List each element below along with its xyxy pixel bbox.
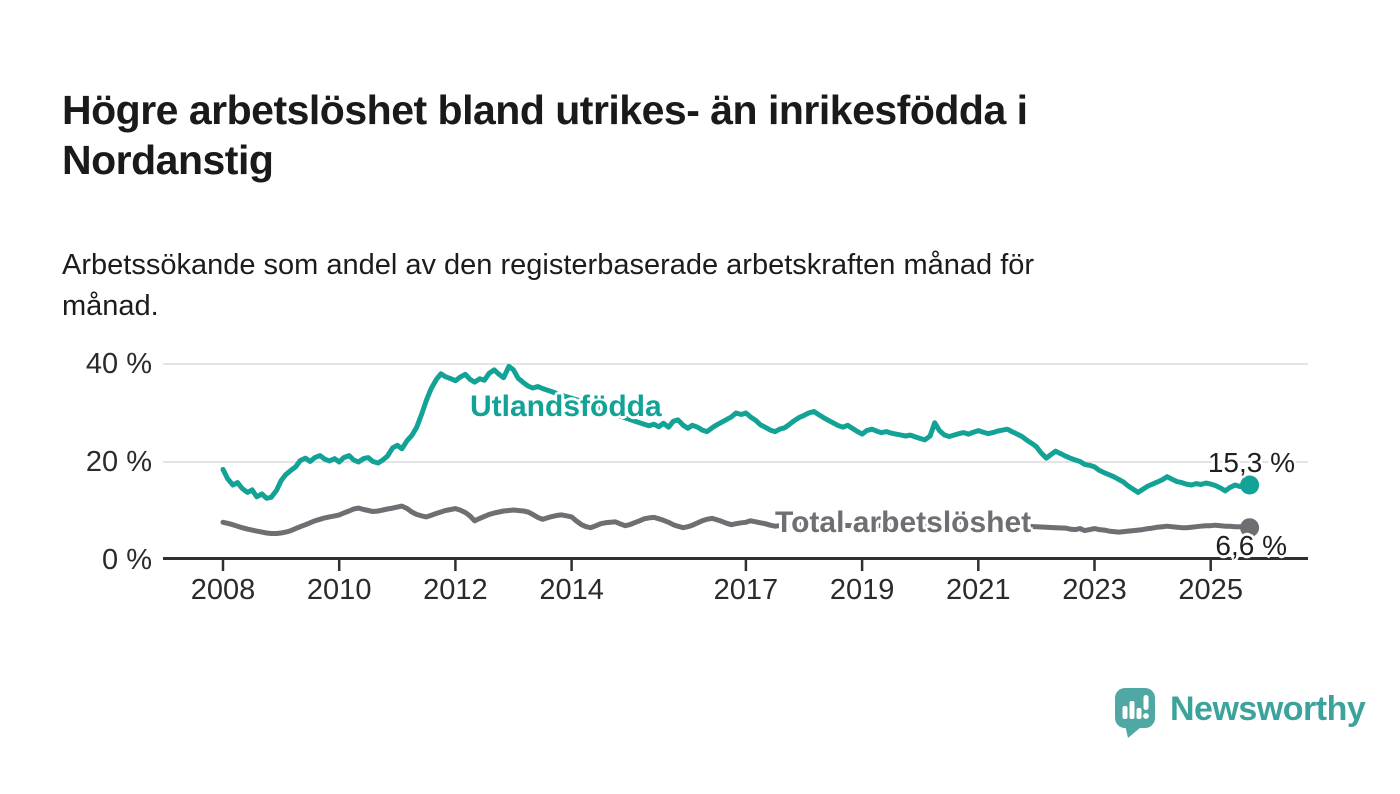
y-tick-label: 40 %: [85, 348, 152, 380]
y-tick-label: 0 %: [102, 544, 152, 576]
x-tick-label: 2017: [713, 574, 779, 606]
chart-subtitle: Arbetssökande som andel av den registerb…: [62, 249, 1035, 322]
y-tick-label: 20 %: [85, 446, 152, 478]
x-tick-label: 2023: [1062, 574, 1127, 606]
x-tick-label: 2010: [306, 574, 372, 606]
x-tick-label: 2021: [946, 574, 1011, 606]
x-tick-label: 2012: [423, 574, 488, 606]
end-value-label-utlandsfodda: 15,3 %: [1207, 447, 1295, 478]
x-tick-label: 2008: [190, 574, 256, 606]
x-tick-label: 2014: [539, 574, 604, 606]
brand-footer: Newsworthy: [1114, 687, 1366, 747]
brand-name: Newsworthy: [1170, 690, 1366, 728]
chart-title: Högre arbetslöshet bland utrikes- än inr…: [62, 87, 1028, 184]
series-label-utlandsfodda: Utlandsfödda: [470, 390, 662, 423]
series-label-total-arbetsloshet: Total arbetslöshet: [775, 506, 1032, 539]
newsworthy-logo-icon: [1115, 688, 1155, 738]
x-tick-label: 2025: [1178, 574, 1243, 606]
x-tick-label: 2019: [829, 574, 895, 606]
end-value-label-total: 6,6 %: [1215, 530, 1287, 561]
